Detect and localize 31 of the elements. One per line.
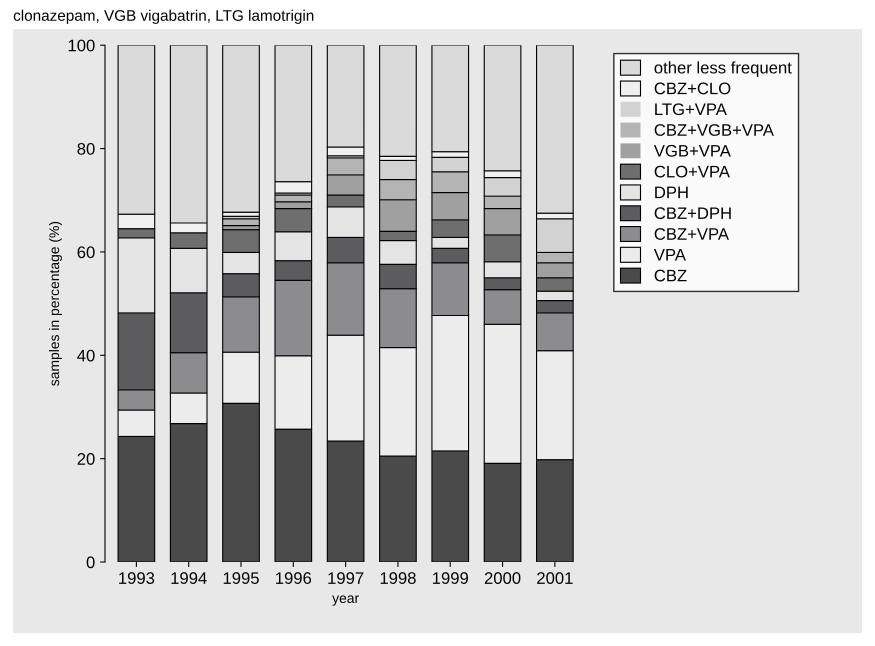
- y-tick-label: 0: [86, 556, 95, 568]
- legend-label: CBZ+VPA: [654, 228, 729, 240]
- x-tick-label: 1996: [276, 572, 312, 584]
- legend-label: other less frequent: [654, 61, 792, 77]
- x-tick-label: 1997: [328, 572, 364, 584]
- bar: [379, 45, 417, 157]
- bar: [222, 45, 260, 213]
- legend-label: CBZ+VGB+VPA: [654, 124, 774, 136]
- text: clonazepam, VGB vigabatrin, LTG lamotrigin: [14, 10, 314, 24]
- x-axis-title: year: [332, 595, 359, 606]
- y-tick-label: 100: [68, 40, 95, 52]
- x-tick-label: 1994: [171, 572, 207, 584]
- y-axis-title: samples in percentage (%): [48, 222, 62, 386]
- x-tick-label: 2001: [537, 572, 573, 584]
- x-tick-label: 2000: [484, 572, 520, 584]
- legend-label: VPA: [654, 249, 686, 261]
- y-tick-label: 20: [78, 453, 95, 465]
- x-tick-label: 1998: [380, 572, 416, 584]
- x-tick-label: 1999: [432, 572, 468, 584]
- x-tick-label: 1993: [119, 572, 154, 584]
- legend-label: CBZ+CLO: [654, 82, 730, 94]
- y-tick-label: 40: [77, 350, 95, 362]
- x-tick-label: 1995: [224, 572, 259, 584]
- legend-label: CBZ+DPH: [654, 207, 731, 220]
- y-tick-label: 80: [77, 142, 95, 155]
- legend-label: DPH: [655, 186, 688, 198]
- legend-label: VGB+VPA: [654, 144, 731, 157]
- legend-label: CBZ: [654, 270, 687, 282]
- legend-label: CLO+VPA: [654, 166, 730, 178]
- legend-label: LTG+VPA: [655, 103, 727, 116]
- y-tick-label: 60: [78, 246, 95, 258]
